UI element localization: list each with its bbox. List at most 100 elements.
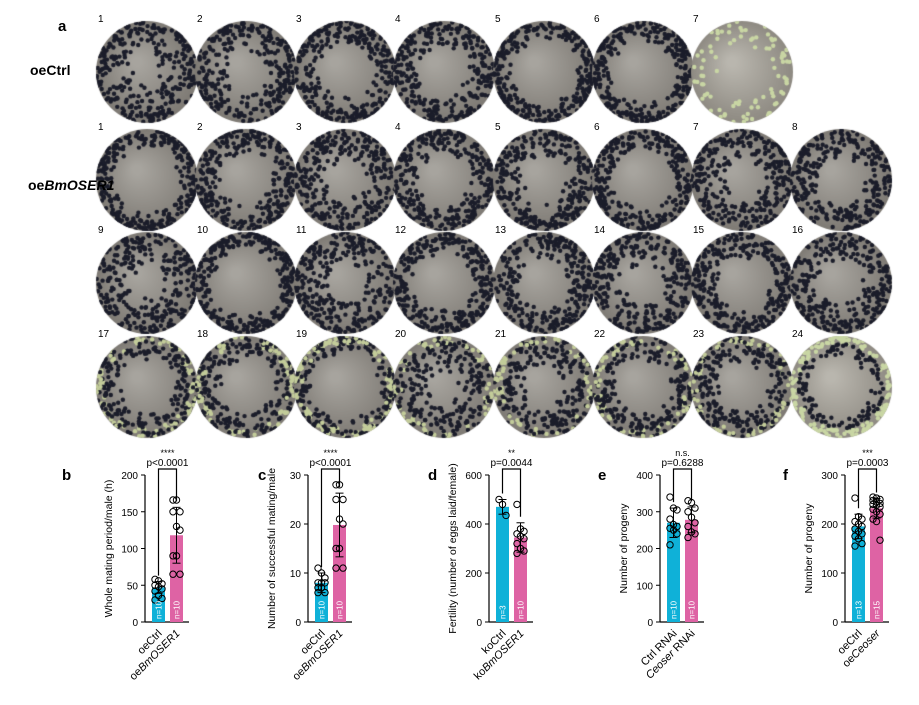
data-point bbox=[673, 530, 681, 538]
data-point bbox=[513, 539, 521, 548]
row-label-prefix: oe bbox=[28, 177, 45, 193]
y-tick-label: 300 bbox=[821, 471, 838, 482]
y-axis-label: Number of progeny bbox=[803, 503, 815, 594]
data-point bbox=[151, 587, 159, 595]
y-axis-label: Number of progeny bbox=[618, 503, 630, 594]
data-point bbox=[169, 570, 177, 578]
data-point bbox=[691, 530, 699, 538]
panel-letter-a: a bbox=[58, 18, 67, 35]
data-point bbox=[666, 524, 674, 532]
y-tick-label: 150 bbox=[121, 508, 138, 519]
y-tick-label: 100 bbox=[636, 581, 653, 592]
n-label: n=10 bbox=[173, 600, 182, 619]
significance-bracket bbox=[320, 468, 341, 567]
dish-number: 12 bbox=[395, 225, 407, 236]
data-point bbox=[172, 552, 181, 560]
dish-number: 8 bbox=[792, 122, 798, 133]
y-tick-label: 0 bbox=[132, 618, 138, 629]
data-point bbox=[314, 588, 322, 597]
row-label-oectrl: oeCtrl bbox=[30, 62, 70, 78]
data-point bbox=[858, 530, 866, 538]
data-point bbox=[858, 539, 866, 548]
data-point bbox=[151, 596, 159, 604]
n-label: n=13 bbox=[855, 600, 864, 619]
dish-number: 9 bbox=[98, 225, 104, 236]
data-point bbox=[335, 544, 344, 553]
dish-number: 11 bbox=[296, 225, 307, 236]
significance-stars: **** bbox=[160, 448, 175, 458]
p-value-label: p<0.0001 bbox=[147, 458, 189, 469]
data-point bbox=[520, 527, 528, 536]
data-point bbox=[513, 549, 521, 558]
data-point bbox=[321, 588, 329, 597]
y-tick-label: 100 bbox=[121, 545, 138, 556]
dish-number: 19 bbox=[296, 329, 308, 340]
dish-number: 3 bbox=[296, 14, 302, 25]
data-point bbox=[317, 569, 326, 577]
significance-stars: ** bbox=[508, 448, 516, 458]
data-point bbox=[158, 594, 166, 603]
dish-number: 14 bbox=[594, 225, 606, 236]
y-tick-label: 200 bbox=[465, 569, 482, 580]
dish-number: 2 bbox=[197, 14, 203, 25]
data-point bbox=[851, 494, 859, 502]
egg-dish-photos bbox=[0, 0, 919, 445]
y-tick-label: 50 bbox=[127, 581, 139, 592]
bar bbox=[852, 526, 865, 622]
significance-stars: **** bbox=[323, 448, 338, 458]
dish-number: 24 bbox=[792, 329, 804, 340]
n-label: n=3 bbox=[499, 605, 508, 619]
p-value-label: p=0.6288 bbox=[662, 458, 704, 469]
data-point bbox=[858, 515, 866, 523]
data-point bbox=[151, 581, 159, 589]
significance-bracket bbox=[857, 468, 878, 509]
bar bbox=[514, 537, 527, 622]
bar bbox=[685, 519, 698, 622]
data-point bbox=[869, 493, 877, 501]
y-tick-label: 0 bbox=[476, 618, 482, 629]
dish-number: 18 bbox=[197, 329, 209, 340]
data-point bbox=[158, 585, 166, 593]
y-tick-label: 20 bbox=[290, 520, 302, 531]
data-point bbox=[684, 508, 692, 516]
data-point bbox=[691, 519, 699, 527]
panel-letter: e bbox=[598, 467, 606, 484]
chart-panel-b: b 0 50 100 150 200 Whole mating period/male (h… bbox=[62, 448, 189, 683]
dish-number: 16 bbox=[792, 225, 804, 236]
data-point bbox=[335, 515, 344, 523]
data-point bbox=[666, 541, 674, 549]
data-point bbox=[673, 506, 681, 514]
significance-bracket bbox=[672, 468, 693, 503]
data-point bbox=[502, 511, 510, 520]
y-axis-label: Whole mating period/male (h) bbox=[103, 480, 115, 618]
row-label-oebmoser1: oeBmOSER1 bbox=[28, 177, 114, 193]
data-point bbox=[321, 579, 329, 587]
panel-letter: c bbox=[258, 467, 266, 484]
dish-number: 4 bbox=[395, 14, 401, 25]
n-label: n=10 bbox=[155, 600, 164, 619]
p-value-label: p=0.0044 bbox=[491, 458, 533, 469]
panel-letter: d bbox=[428, 467, 437, 484]
data-point bbox=[869, 500, 877, 509]
dish-number: 5 bbox=[495, 122, 501, 133]
data-point bbox=[317, 579, 326, 587]
data-point bbox=[854, 535, 863, 543]
data-point bbox=[332, 564, 340, 572]
significance-bracket bbox=[501, 468, 522, 517]
y-tick-label: 200 bbox=[636, 545, 653, 556]
n-label: n=10 bbox=[670, 600, 679, 619]
dish-number: 2 bbox=[197, 122, 203, 133]
dish-number: 23 bbox=[693, 329, 705, 340]
data-point bbox=[851, 542, 859, 550]
data-point bbox=[876, 503, 884, 511]
chart-panel-d: d 0 200 400 600 Fertility (number of eggs lai… bbox=[428, 448, 533, 682]
data-point bbox=[169, 508, 177, 516]
data-point bbox=[321, 574, 329, 582]
data-point bbox=[876, 499, 884, 508]
y-tick-label: 600 bbox=[465, 471, 482, 482]
dish-number: 20 bbox=[395, 329, 407, 340]
data-point bbox=[869, 496, 877, 505]
